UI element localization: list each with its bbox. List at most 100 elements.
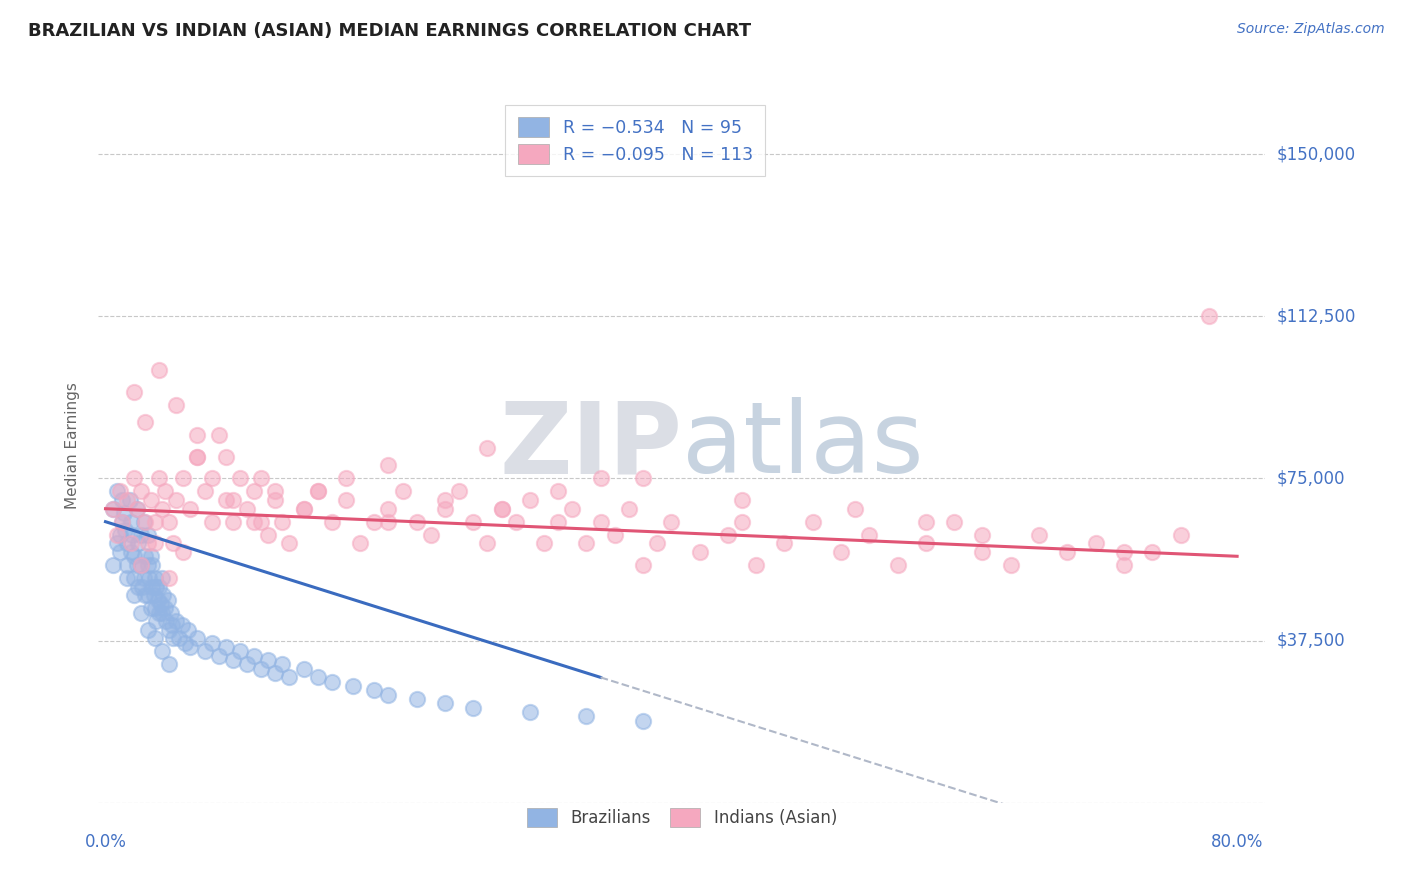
Point [208,428,231,442]
Point [125,501,148,516]
Point [278,536,301,550]
Point [155,614,177,628]
Point [157,515,180,529]
Point [1198,310,1220,324]
Point [138,571,160,585]
Point [153,484,176,499]
Point [631,471,654,485]
Point [1084,536,1107,550]
Point [120,515,142,529]
Point [449,484,471,499]
Point [773,536,796,550]
Point [200,471,222,485]
Point [136,536,159,550]
Text: $150,000: $150,000 [1277,145,1355,163]
Point [208,648,231,663]
Point [139,493,162,508]
Point [108,527,131,541]
Point [617,501,640,516]
Point [307,484,329,499]
Point [886,558,908,572]
Point [101,501,124,516]
Point [143,536,166,550]
Point [139,549,162,564]
Point [943,515,966,529]
Point [131,580,153,594]
Point [162,632,184,646]
Point [271,657,294,672]
Point [915,536,938,550]
Point [377,515,399,529]
Point [731,515,754,529]
Point [136,527,159,541]
Text: ZIP: ZIP [499,398,682,494]
Point [377,688,399,702]
Point [156,592,179,607]
Point [122,588,145,602]
Point [143,601,166,615]
Point [132,571,155,585]
Point [150,501,173,516]
Point [575,709,598,723]
Point [463,700,485,714]
Point [257,527,280,541]
Point [129,606,152,620]
Point [243,515,266,529]
Point [186,450,208,464]
Point [193,484,215,499]
Point [141,558,163,572]
Point [122,549,145,564]
Point [129,558,152,572]
Point [575,536,598,550]
Point [547,515,569,529]
Point [377,501,399,516]
Point [141,580,163,594]
Point [136,623,159,637]
Point [122,571,145,585]
Point [127,580,149,594]
Point [136,558,159,572]
Text: Source: ZipAtlas.com: Source: ZipAtlas.com [1237,22,1385,37]
Point [118,493,141,508]
Point [148,471,170,485]
Point [165,493,187,508]
Point [229,644,252,658]
Point [115,493,138,508]
Point [150,571,173,585]
Point [519,493,541,508]
Point [111,515,134,529]
Point [125,558,148,572]
Point [146,592,169,607]
Point [121,527,143,541]
Legend: Brazilians, Indians (Asian): Brazilians, Indians (Asian) [520,801,844,834]
Point [391,484,413,499]
Point [132,515,155,529]
Point [463,515,485,529]
Point [519,705,541,719]
Point [172,471,194,485]
Point [1112,558,1135,572]
Point [1142,545,1164,559]
Text: $37,500: $37,500 [1277,632,1346,649]
Point [134,415,156,429]
Point [152,588,174,602]
Point [179,640,201,654]
Text: atlas: atlas [682,398,924,494]
Point [377,458,399,473]
Point [321,515,343,529]
Point [134,549,156,564]
Point [830,545,852,559]
Point [108,545,131,559]
Point [134,588,156,602]
Point [1112,545,1135,559]
Point [419,527,441,541]
Point [477,441,499,455]
Point [165,614,187,628]
Point [1056,545,1078,559]
Point [1028,527,1050,541]
Point [278,670,301,684]
Point [145,614,167,628]
Point [589,515,612,529]
Point [236,657,259,672]
Point [307,670,329,684]
